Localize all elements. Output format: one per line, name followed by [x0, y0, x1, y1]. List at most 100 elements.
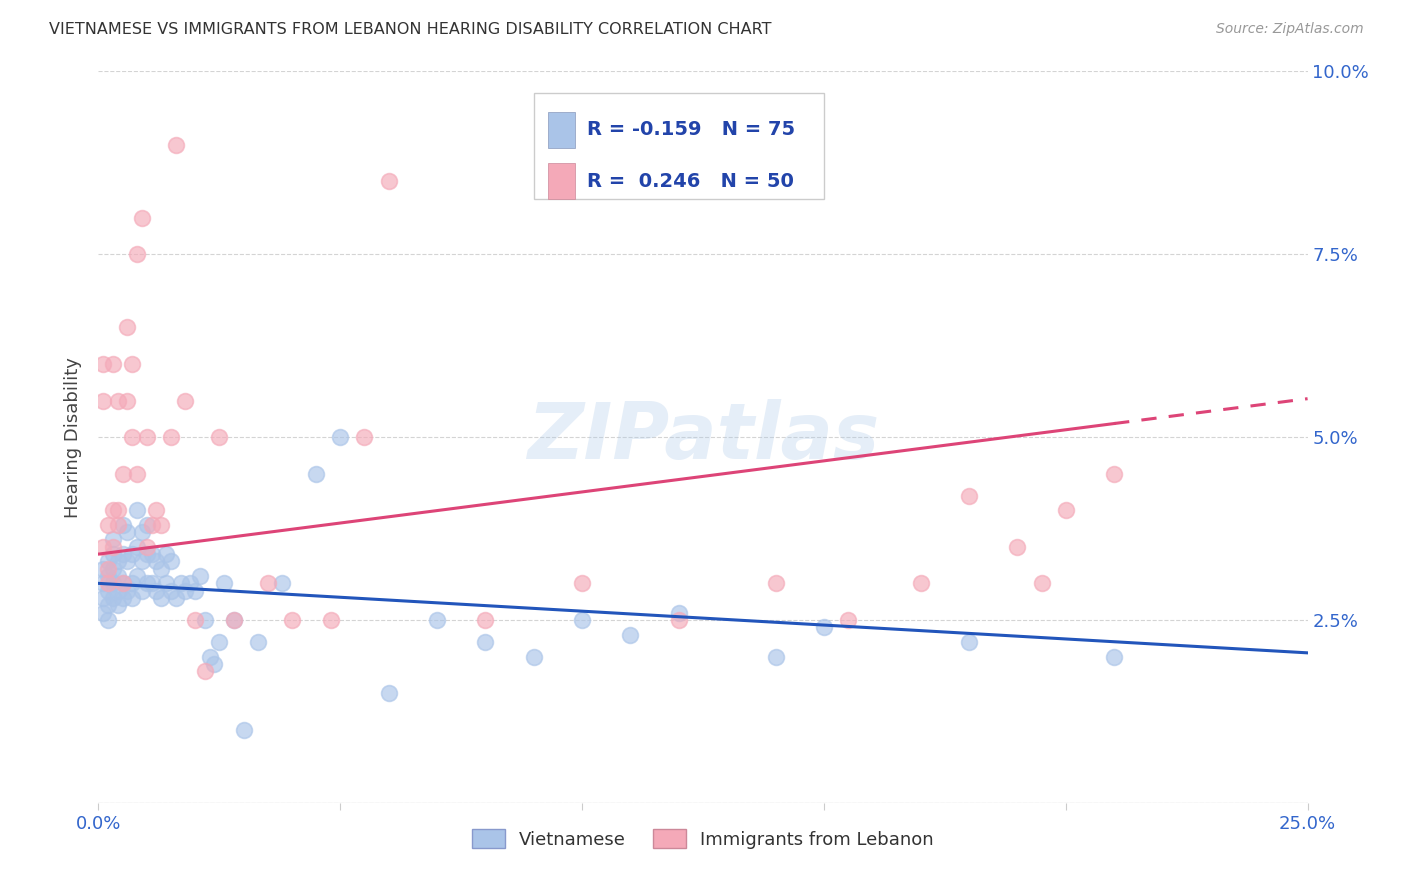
Point [668, 613, 690, 627]
Point [619, 627, 641, 641]
Point [117, 320, 139, 334]
Point [813, 620, 835, 634]
Point [141, 576, 163, 591]
Point [131, 211, 153, 225]
Point [256, 576, 278, 591]
Point [160, 554, 183, 568]
Point [155, 547, 177, 561]
Point [1054, 503, 1077, 517]
Point [145, 583, 167, 598]
Point [150, 591, 173, 605]
Point [765, 576, 787, 591]
Point [107, 517, 129, 532]
Point [208, 635, 231, 649]
Point [204, 657, 226, 671]
Point [141, 517, 163, 532]
Point [141, 547, 163, 561]
Point [131, 525, 153, 540]
Point [198, 649, 221, 664]
Point [222, 613, 245, 627]
Point [101, 540, 124, 554]
Point [97, 576, 120, 591]
Point [121, 357, 143, 371]
Point [97, 613, 120, 627]
Point [837, 613, 859, 627]
Point [329, 430, 352, 444]
Point [169, 576, 191, 591]
Point [184, 613, 207, 627]
Point [135, 547, 157, 561]
Point [121, 547, 143, 561]
Point [165, 137, 187, 152]
Point [377, 174, 399, 188]
Point [1102, 649, 1125, 664]
Point [127, 540, 149, 554]
Point [91, 357, 114, 371]
Point [101, 533, 124, 547]
Point [101, 576, 124, 591]
Point [91, 562, 114, 576]
Point [194, 613, 217, 627]
Point [91, 540, 114, 554]
FancyBboxPatch shape [534, 94, 824, 200]
Point [247, 635, 270, 649]
Point [1007, 540, 1029, 554]
Point [188, 569, 211, 583]
Text: ZIPatlas: ZIPatlas [527, 399, 879, 475]
Point [155, 576, 177, 591]
Point [121, 430, 143, 444]
Point [150, 562, 173, 576]
Point [1031, 576, 1053, 591]
Point [117, 583, 139, 598]
Point [91, 576, 114, 591]
Point [145, 503, 167, 517]
Point [150, 517, 173, 532]
Point [127, 247, 149, 261]
Text: R =  0.246   N = 50: R = 0.246 N = 50 [586, 171, 794, 191]
Point [101, 503, 124, 517]
Point [107, 393, 129, 408]
Point [107, 503, 129, 517]
Point [619, 152, 641, 166]
Point [668, 606, 690, 620]
Bar [548, 112, 575, 148]
Point [174, 393, 197, 408]
Point [212, 576, 235, 591]
Point [426, 613, 449, 627]
Point [117, 393, 139, 408]
Point [107, 599, 129, 613]
Point [145, 554, 167, 568]
Point [131, 554, 153, 568]
Point [111, 576, 134, 591]
Point [117, 554, 139, 568]
Point [271, 576, 294, 591]
Point [91, 393, 114, 408]
Point [377, 686, 399, 700]
Point [160, 430, 183, 444]
Point [127, 467, 149, 481]
Point [571, 613, 593, 627]
Point [160, 583, 183, 598]
Point [571, 576, 593, 591]
Point [101, 357, 124, 371]
Point [97, 517, 120, 532]
Point [97, 554, 120, 568]
Point [101, 562, 124, 576]
Point [107, 583, 129, 598]
Point [305, 467, 328, 481]
Point [474, 613, 496, 627]
Text: VIETNAMESE VS IMMIGRANTS FROM LEBANON HEARING DISABILITY CORRELATION CHART: VIETNAMESE VS IMMIGRANTS FROM LEBANON HE… [49, 22, 772, 37]
Point [97, 562, 120, 576]
Legend: Vietnamese, Immigrants from Lebanon: Vietnamese, Immigrants from Lebanon [465, 822, 941, 856]
Point [135, 517, 157, 532]
Point [127, 503, 149, 517]
Point [174, 583, 197, 598]
Point [97, 599, 120, 613]
Point [135, 540, 157, 554]
Point [474, 635, 496, 649]
Point [91, 606, 114, 620]
Point [523, 649, 546, 664]
Point [117, 525, 139, 540]
Point [179, 576, 201, 591]
Point [232, 723, 254, 737]
